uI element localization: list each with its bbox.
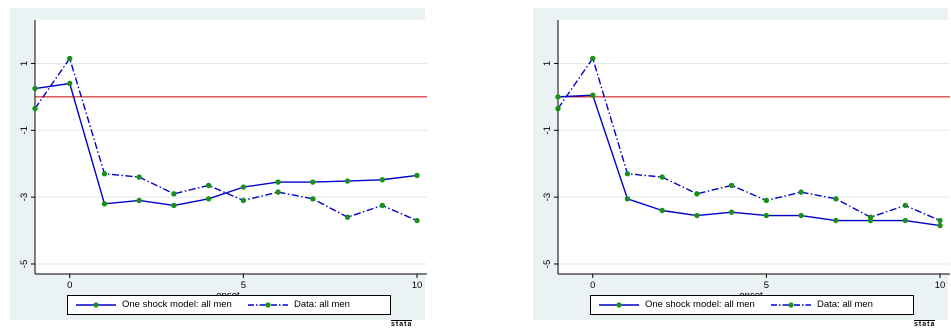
marker-model [414,172,420,179]
marker-model [902,217,908,224]
marker-model [32,85,38,92]
marker-model [275,179,281,185]
marker-data [379,202,385,209]
x-tick-label: 0 [590,280,595,291]
legend-swatch-data [248,302,288,308]
x-tick-label: 10 [412,280,423,291]
y-tick-label: -3 [19,193,30,201]
marker-model [555,94,561,100]
legend-item-data: Data: all men [769,298,909,312]
marker-model [694,212,700,219]
marker-data [694,191,700,197]
marker-data [67,55,73,62]
x-tick-label: 10 [935,280,946,291]
legend-label-data: Data: all men [817,299,873,310]
marker-model [171,202,177,209]
y-tick-label: 1 [542,61,553,66]
chart-panel-right: -5-3-110510onset One shock model: all me… [533,8,950,328]
marker-model [136,197,142,204]
marker-data [344,214,351,220]
marker-data [937,217,943,224]
marker-data [833,196,839,202]
marker-data [902,202,908,209]
y-tick-label: -3 [542,193,553,201]
chart-svg-right: -5-3-110510onset [542,20,950,301]
plot-area [558,20,950,274]
marker-model [240,184,247,190]
marker-data [728,182,735,189]
marker-data [763,197,770,204]
series-line-model [557,94,941,227]
stata-logo: stata [391,320,413,328]
legend-label-model: One shock model: all men [645,299,755,310]
stata-logo: stata [914,320,936,328]
legend-swatch-data [771,302,811,308]
marker-model [659,207,665,214]
marker-data [136,174,142,180]
y-tick-label: -1 [19,126,30,134]
marker-model [379,177,385,183]
y-tick-label: -5 [542,260,553,268]
marker-data [590,55,596,62]
chart-svg-left: -5-3-110510onset [19,20,427,301]
x-tick-label: 0 [67,280,72,291]
series-line-model [34,82,418,207]
marker-model [937,222,943,229]
y-tick-label: -1 [542,126,553,134]
marker-model [205,196,212,202]
marker-data [171,191,177,197]
legend-swatch-model [599,302,639,308]
marker-model [833,217,839,224]
legend-label-model: One shock model: all men [122,299,232,310]
marker-model [624,196,631,202]
legend-item-model: One shock model: all men [74,298,234,312]
chart-panel-left: -5-3-110510onset One shock model: all me… [10,8,427,328]
y-tick-label: 1 [19,61,30,66]
marker-model [67,80,73,87]
legend-item-model: One shock model: all men [597,298,757,312]
x-tick-label: 5 [764,280,769,291]
marker-data [101,171,108,177]
plot-area [35,20,427,274]
legend-right: One shock model: all men Data: all men [590,295,914,315]
marker-data [205,182,212,189]
marker-model [344,178,351,184]
marker-model [590,92,596,98]
marker-data [32,105,38,112]
marker-model [310,179,316,185]
marker-data [867,214,874,220]
marker-model [763,212,770,219]
legend-item-data: Data: all men [246,298,386,312]
marker-data [659,174,665,180]
y-tick-label: -5 [19,260,30,268]
marker-data [240,197,247,204]
marker-data [414,217,420,224]
marker-data [555,105,561,112]
marker-model [101,201,108,207]
marker-model [728,209,735,215]
legend-left: One shock model: all men Data: all men [67,295,391,315]
marker-data [310,196,316,202]
legend-label-data: Data: all men [294,299,350,310]
x-tick-label: 5 [241,280,246,291]
legend-swatch-model [76,302,116,308]
marker-data [624,171,631,177]
marker-data [798,189,804,195]
marker-data [275,189,281,195]
marker-model [798,212,804,219]
